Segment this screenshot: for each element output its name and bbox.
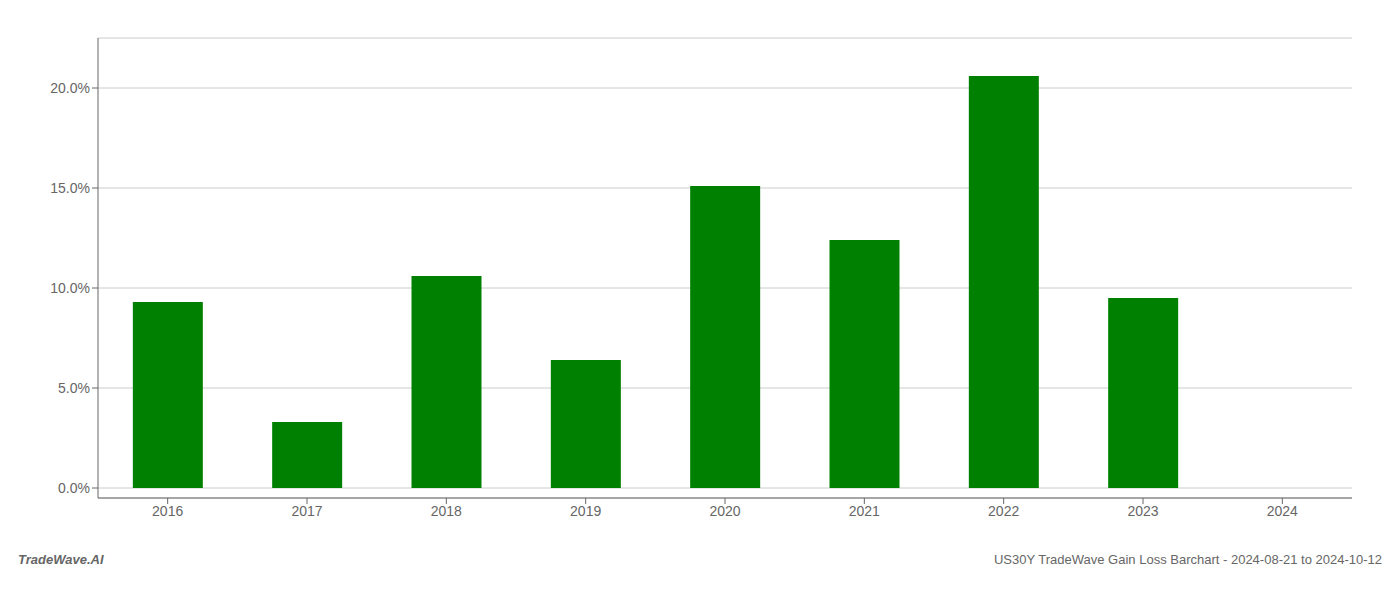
html-text:TradeWave.AI: TradeWave.AI [18,552,104,567]
svg-text:2021: 2021 [849,503,880,519]
svg-text:2018: 2018 [431,503,462,519]
svg-text:20.0%: 20.0% [50,80,90,96]
svg-text:2016: 2016 [152,503,183,519]
svg-text:2017: 2017 [291,503,322,519]
svg-text:2024: 2024 [1267,503,1298,519]
svg-text:0.0%: 0.0% [58,480,90,496]
svg-text:2019: 2019 [570,503,601,519]
svg-text:2020: 2020 [709,503,740,519]
html-text:US30Y TradeWave Gain Loss Barc: US30Y TradeWave Gain Loss Barchart - 202… [993,552,1382,567]
svg-text:15.0%: 15.0% [50,180,90,196]
svg-text:2022: 2022 [988,503,1019,519]
svg-text:2023: 2023 [1127,503,1158,519]
svg-text:5.0%: 5.0% [58,380,90,396]
svg-text:10.0%: 10.0% [50,280,90,296]
